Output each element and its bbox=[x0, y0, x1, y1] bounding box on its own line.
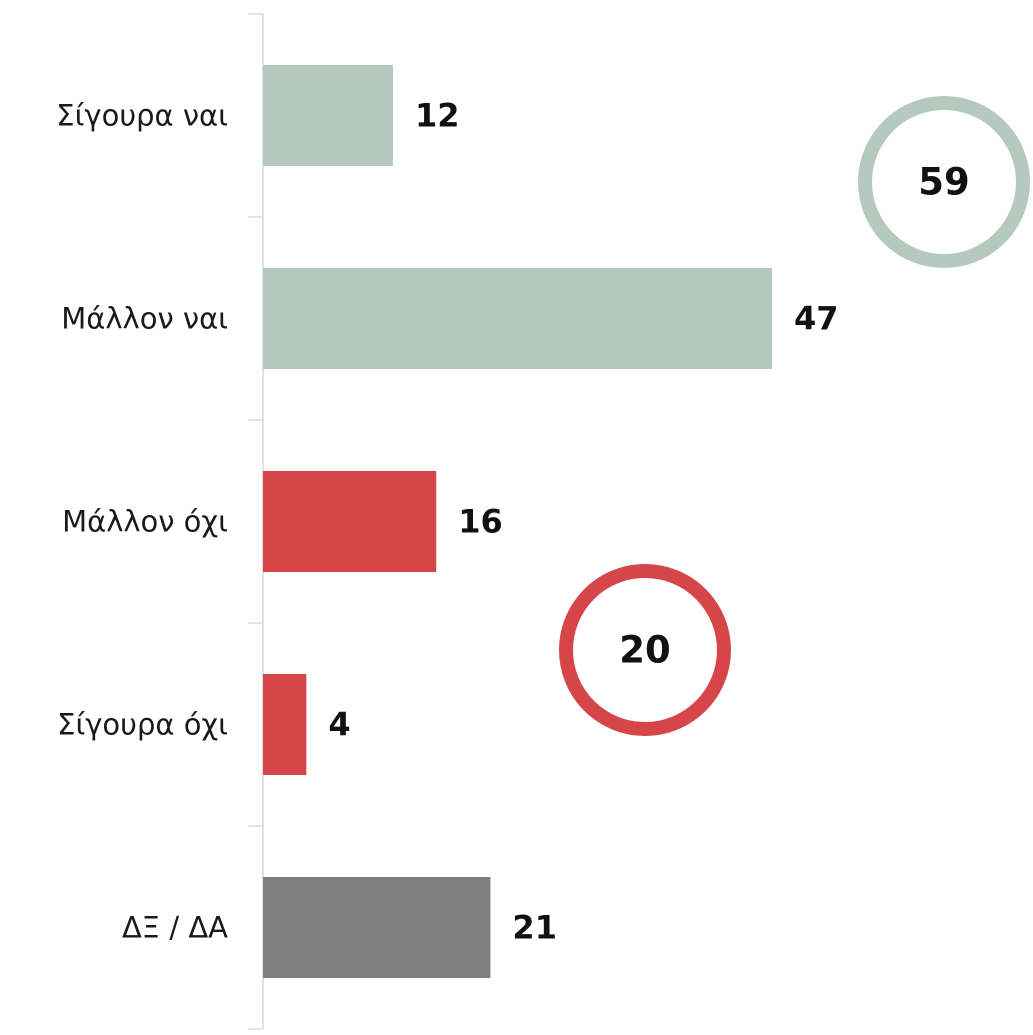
category-label: Σίγουρα ναι bbox=[56, 99, 228, 133]
bar bbox=[263, 65, 393, 166]
category-label: Μάλλον όχι bbox=[62, 505, 228, 539]
value-label: 4 bbox=[328, 706, 350, 744]
summary-ring bbox=[559, 564, 731, 736]
category-label: ΔΞ / ΔΑ bbox=[122, 911, 228, 945]
summary-label: 59 bbox=[918, 161, 970, 204]
bar bbox=[263, 268, 773, 369]
summary-ring bbox=[858, 96, 1030, 268]
bar bbox=[263, 877, 491, 978]
category-label: Σίγουρα όχι bbox=[57, 708, 228, 742]
value-label: 21 bbox=[512, 909, 557, 947]
category-label: Μάλλον ναι bbox=[61, 302, 228, 336]
value-label: 12 bbox=[415, 97, 460, 135]
bar bbox=[263, 471, 437, 572]
value-label: 16 bbox=[458, 503, 503, 541]
summary-label: 20 bbox=[619, 629, 671, 672]
value-label: 47 bbox=[794, 300, 839, 338]
bar bbox=[263, 674, 307, 775]
